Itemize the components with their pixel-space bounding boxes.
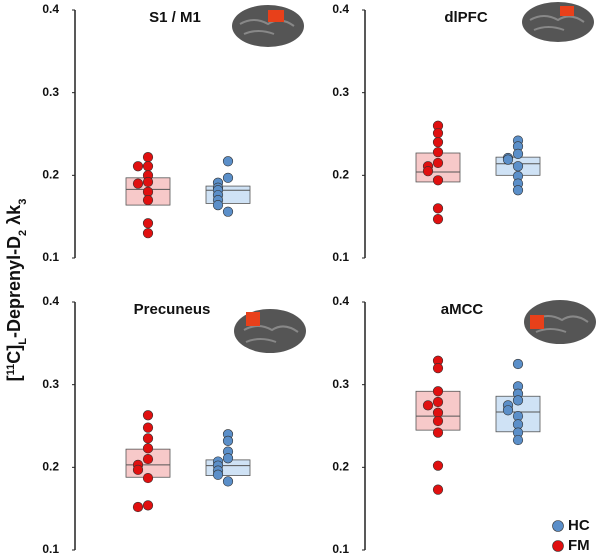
- y-tick-label: 0.4: [332, 2, 349, 16]
- y-tick-label: 0.4: [42, 294, 59, 308]
- data-point: [222, 435, 234, 446]
- chart-title: aMCC: [441, 301, 484, 318]
- data-point: [142, 195, 154, 206]
- data-point: [512, 185, 524, 196]
- data-point: [142, 176, 154, 188]
- data-point: [422, 166, 434, 177]
- data-point: [132, 464, 144, 475]
- data-point: [132, 161, 144, 172]
- data-point: [142, 161, 154, 172]
- data-point: [432, 460, 444, 471]
- chart-title: S1 / M1: [149, 9, 201, 26]
- data-point: [212, 469, 224, 480]
- data-point: [222, 453, 234, 464]
- data-point: [432, 128, 444, 139]
- data-point: [142, 433, 154, 444]
- y-tick-label: 0.2: [42, 168, 59, 182]
- y-tick-label: 0.2: [332, 168, 349, 182]
- data-point: [432, 386, 444, 397]
- data-point: [212, 199, 224, 211]
- data-point: [222, 172, 234, 183]
- data-point: [142, 422, 154, 433]
- y-label-part: L: [17, 338, 29, 345]
- y-label-part: -Deprenyl-D: [4, 236, 24, 338]
- y-label-part: [: [4, 375, 24, 381]
- data-point: [432, 157, 444, 169]
- data-point: [142, 443, 154, 454]
- chart-title: dlPFC: [444, 9, 487, 26]
- y-tick-label: 0.1: [332, 250, 349, 264]
- data-point: [432, 203, 444, 214]
- data-point: [132, 178, 144, 189]
- data-point: [222, 476, 234, 487]
- y-tick-label: 0.3: [42, 377, 59, 391]
- data-point: [502, 405, 514, 416]
- y-tick-label: 0.2: [42, 460, 59, 474]
- data-point: [222, 156, 234, 167]
- legend-label: HC: [568, 517, 590, 534]
- box: [205, 185, 251, 204]
- data-point: [142, 453, 154, 465]
- y-tick-label: 0.3: [332, 377, 349, 391]
- data-point: [142, 472, 154, 484]
- data-point: [432, 214, 444, 225]
- data-point: [142, 218, 154, 229]
- data-point: [142, 410, 154, 421]
- y-tick-label: 0.1: [42, 542, 59, 556]
- data-point: [512, 434, 524, 446]
- y-tick-label: 0.2: [332, 460, 349, 474]
- y-label-part: λk: [4, 204, 24, 230]
- data-point: [422, 400, 434, 411]
- brain-icon: [522, 2, 594, 42]
- data-point: [432, 396, 444, 408]
- y-axis-label: [11C]L-Deprenyl-D2 λk3: [4, 199, 29, 382]
- chart-title: Precuneus: [134, 301, 211, 318]
- data-point: [432, 137, 444, 148]
- y-tick-label: 0.4: [42, 2, 59, 16]
- data-point: [432, 175, 444, 186]
- data-point: [512, 161, 524, 172]
- data-point: [432, 415, 444, 427]
- y-tick-label: 0.1: [42, 250, 59, 264]
- legend-label: FM: [568, 537, 590, 554]
- data-point: [432, 147, 444, 158]
- data-point: [432, 427, 444, 438]
- legend-marker: [552, 520, 564, 532]
- y-tick-label: 0.4: [332, 294, 349, 308]
- data-point: [512, 395, 524, 406]
- data-point: [432, 484, 444, 495]
- data-point: [512, 148, 524, 159]
- data-point: [502, 154, 514, 165]
- y-label-part: 3: [17, 199, 29, 205]
- y-label-part: 11: [5, 364, 17, 376]
- data-point: [512, 358, 524, 370]
- data-point: [142, 500, 154, 511]
- data-point: [142, 152, 154, 163]
- data-point: [132, 501, 144, 513]
- brain-icon: [232, 5, 304, 47]
- brain-icon: [234, 309, 306, 353]
- y-tick-label: 0.3: [332, 85, 349, 99]
- legend-marker: [552, 540, 564, 552]
- y-label-part: 2: [17, 230, 29, 236]
- y-tick-label: 0.1: [332, 542, 349, 556]
- data-point: [222, 206, 234, 217]
- y-tick-label: 0.3: [42, 85, 59, 99]
- data-point: [142, 228, 154, 239]
- data-point: [432, 363, 444, 374]
- brain-icon: [524, 300, 596, 344]
- y-label-part: C]: [4, 345, 24, 364]
